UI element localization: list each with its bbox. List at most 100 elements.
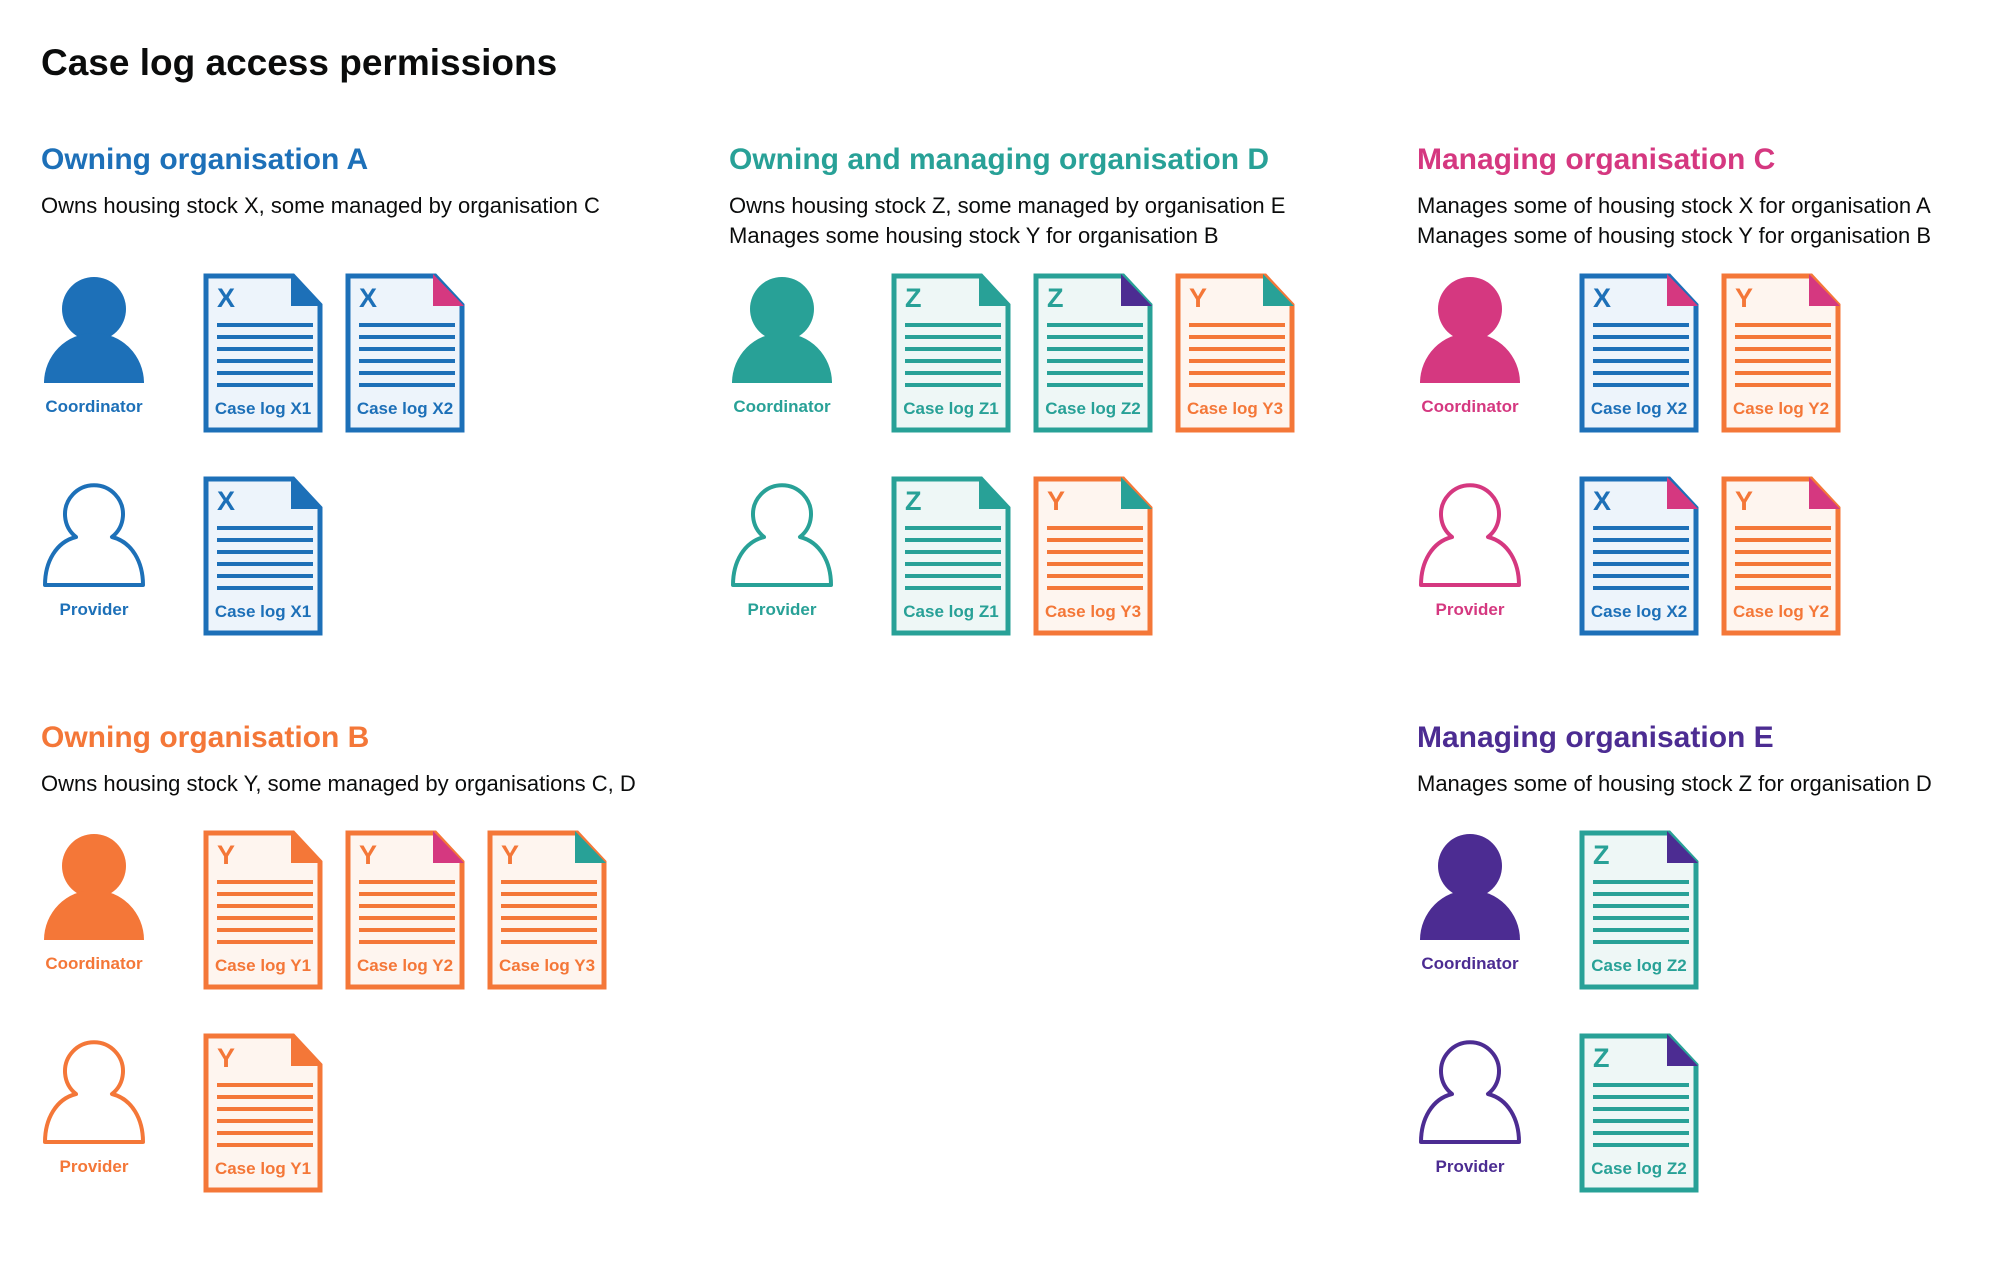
section-owning-organisation-b: Owning organisation B Owns housing stock … bbox=[41, 718, 701, 1236]
section-managing-organisation-c: Managing organisation C Manages some of h… bbox=[1417, 140, 2000, 679]
case-log-document: Z Case log Z1 bbox=[891, 476, 1011, 636]
person-provider: Provider bbox=[1417, 1033, 1523, 1177]
case-log-list: X Case log X2 Y Case log Y2 bbox=[1579, 476, 1841, 636]
section-description: Manages some of housing stock X for orga… bbox=[1417, 191, 2000, 251]
case-log-document: Y Case log Y2 bbox=[1721, 476, 1841, 636]
case-log-label: Case log Z2 bbox=[1591, 956, 1687, 975]
role-row-provider: Provider X Case log X1 bbox=[41, 476, 701, 636]
role-label: Provider bbox=[1435, 600, 1505, 619]
case-log-label: Case log Y3 bbox=[498, 956, 596, 975]
case-log-list: Y Case log Y1 bbox=[203, 1033, 323, 1193]
role-row-coordinator: Coordinator Z Case log Z2 bbox=[1417, 830, 2000, 990]
document-icon bbox=[1579, 830, 1699, 990]
section-managing-organisation-e: Managing organisation E Manages some of h… bbox=[1417, 718, 2000, 1236]
case-log-document: Y Case log Y3 bbox=[1033, 476, 1153, 636]
role-row-coordinator: Coordinator X Case log X1 X Case log X2 bbox=[41, 273, 701, 433]
person-coordinator: Coordinator bbox=[41, 273, 147, 417]
person-coordinator: Coordinator bbox=[729, 273, 835, 417]
case-log-list: X Case log X1 X Case log X2 bbox=[203, 273, 465, 433]
role-label: Provider bbox=[1435, 1157, 1505, 1176]
section-title: Managing organisation C bbox=[1417, 143, 1776, 176]
case-log-label: Case log Y2 bbox=[1732, 602, 1830, 621]
case-log-label: Case log Z1 bbox=[903, 602, 999, 621]
stock-letter: Z bbox=[1593, 840, 1610, 870]
case-log-document: Z Case log Z2 bbox=[1579, 830, 1699, 990]
document-icon bbox=[345, 830, 465, 990]
case-log-document: Y Case log Y3 bbox=[487, 830, 607, 990]
case-log-label: Case log Y1 bbox=[214, 1159, 312, 1178]
case-log-document: Y Case log Y2 bbox=[1721, 273, 1841, 433]
person-coordinator: Coordinator bbox=[1417, 273, 1523, 417]
document-icon bbox=[1579, 273, 1699, 433]
role-rows: Coordinator X Case log X2 Y Case log Y2 Provi… bbox=[1417, 273, 2000, 636]
person-coordinator: Coordinator bbox=[41, 830, 147, 974]
section-owning-organisation-a: Owning organisation A Owns housing stock … bbox=[41, 140, 701, 679]
case-log-document: X Case log X2 bbox=[345, 273, 465, 433]
document-icon bbox=[203, 830, 323, 990]
person-filled-icon bbox=[732, 277, 832, 383]
case-log-label: Case log Y1 bbox=[214, 956, 312, 975]
stock-letter: X bbox=[1593, 486, 1612, 516]
case-log-document: Z Case log Z2 bbox=[1579, 1033, 1699, 1193]
case-log-label: Case log X2 bbox=[356, 399, 454, 418]
person-filled-icon bbox=[1420, 834, 1520, 940]
description-line: Manages some of housing stock Y for orga… bbox=[1417, 223, 1932, 248]
section-title: Owning organisation B bbox=[41, 721, 370, 754]
description-line: Manages some housing stock Y for organis… bbox=[729, 223, 1219, 248]
stock-letter: Y bbox=[1189, 283, 1208, 313]
person-provider: Provider bbox=[41, 476, 147, 620]
section-owning-managing-organisation-d: Owning and managing organisation D Owns h… bbox=[729, 140, 1389, 679]
case-log-document: Y Case log Y1 bbox=[203, 830, 323, 990]
section-title: Managing organisation E bbox=[1417, 721, 1774, 754]
role-row-provider: Provider X Case log X2 Y Case log Y2 bbox=[1417, 476, 2000, 636]
section-description: Manages some of housing stock Z for orga… bbox=[1417, 769, 2000, 799]
case-log-label: Case log Z1 bbox=[903, 399, 999, 418]
case-log-label: Case log Y3 bbox=[1186, 399, 1284, 418]
role-row-coordinator: Coordinator Z Case log Z1 Z Case log Z2 Y Case… bbox=[729, 273, 1389, 433]
document-icon bbox=[1721, 476, 1841, 636]
stock-letter: Y bbox=[217, 1043, 236, 1073]
description-line: Owns housing stock X, some managed by or… bbox=[41, 193, 600, 218]
stock-letter: X bbox=[359, 283, 378, 313]
page-title: Case log access permissions bbox=[41, 42, 558, 83]
case-log-label: Case log X2 bbox=[1590, 399, 1688, 418]
role-rows: Coordinator Y Case log Y1 Y Case log Y2 Y Case… bbox=[41, 830, 701, 1193]
role-label: Coordinator bbox=[1421, 397, 1519, 416]
stock-letter: X bbox=[217, 283, 236, 313]
person-outline-icon bbox=[731, 483, 833, 587]
role-row-provider: Provider Z Case log Z1 Y Case log Y3 bbox=[729, 476, 1389, 636]
case-log-list: X Case log X1 bbox=[203, 476, 323, 636]
case-log-document: X Case log X2 bbox=[1579, 476, 1699, 636]
case-log-list: Z Case log Z2 bbox=[1579, 830, 1699, 990]
case-log-document: X Case log X2 bbox=[1579, 273, 1699, 433]
person-filled-icon bbox=[44, 277, 144, 383]
case-log-document: Z Case log Z2 bbox=[1033, 273, 1153, 433]
case-log-label: Case log X1 bbox=[214, 399, 312, 418]
role-row-provider: Provider Y Case log Y1 bbox=[41, 1033, 701, 1193]
stock-letter: X bbox=[217, 486, 236, 516]
document-icon bbox=[1579, 1033, 1699, 1193]
person-filled-icon bbox=[44, 834, 144, 940]
role-rows: Coordinator Z Case log Z2 Provider Z Case log… bbox=[1417, 830, 2000, 1193]
person-outline-icon bbox=[1419, 1040, 1521, 1144]
case-log-label: Case log Y3 bbox=[1044, 602, 1142, 621]
section-title: Owning and managing organisation D bbox=[729, 143, 1270, 176]
document-icon bbox=[1579, 476, 1699, 636]
document-icon bbox=[203, 273, 323, 433]
role-label: Provider bbox=[59, 1157, 129, 1176]
role-rows: Coordinator X Case log X1 X Case log X2 Provi… bbox=[41, 273, 701, 636]
document-icon bbox=[1721, 273, 1841, 433]
person-coordinator: Coordinator bbox=[1417, 830, 1523, 974]
stock-letter: X bbox=[1593, 283, 1612, 313]
case-log-document: Z Case log Z1 bbox=[891, 273, 1011, 433]
person-filled-icon bbox=[1420, 277, 1520, 383]
section-description: Owns housing stock Z, some managed by or… bbox=[729, 191, 1389, 251]
stock-letter: Z bbox=[1593, 1043, 1610, 1073]
section-description: Owns housing stock X, some managed by or… bbox=[41, 191, 701, 251]
case-log-label: Case log X1 bbox=[214, 602, 312, 621]
person-outline-icon bbox=[43, 483, 145, 587]
section-title: Owning organisation A bbox=[41, 143, 369, 176]
document-icon bbox=[203, 476, 323, 636]
stock-letter: Z bbox=[905, 283, 922, 313]
role-rows: Coordinator Z Case log Z1 Z Case log Z2 Y Case… bbox=[729, 273, 1389, 636]
